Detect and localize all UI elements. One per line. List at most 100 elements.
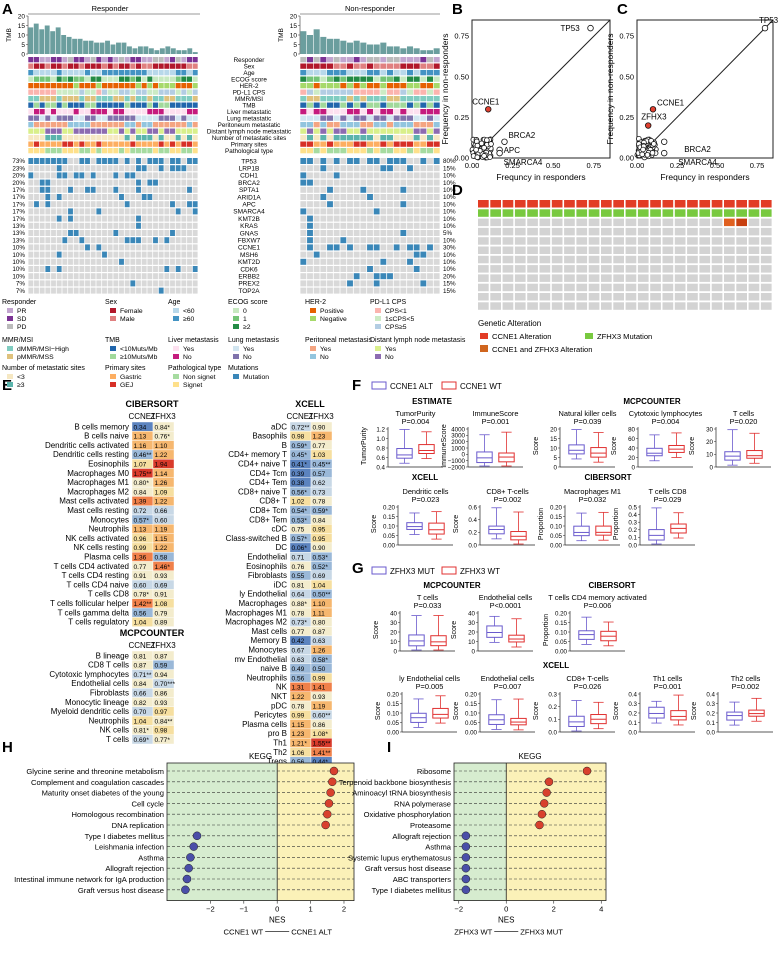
- clinical-cell: [413, 141, 420, 147]
- clinical-cell: [313, 128, 320, 134]
- mutation-cell: [427, 280, 433, 287]
- clinical-cell: [393, 115, 400, 121]
- alteration-cell: [674, 246, 686, 254]
- mutation-cell: [360, 186, 367, 193]
- clinical-cell: [360, 63, 367, 69]
- mutation-cell: [45, 208, 51, 215]
- boxplot-tick-label: 0.3: [628, 520, 637, 527]
- boxplot-tick-label: 0.2: [628, 710, 637, 717]
- mutation-cell: [130, 251, 136, 258]
- mutation-cell: [333, 186, 340, 193]
- mcpcounter-col1: CCNE1: [128, 641, 156, 650]
- mutation-cell: [380, 201, 387, 208]
- mutation-cell: [147, 208, 153, 215]
- clinical-cell: [84, 89, 91, 95]
- alteration-cell: [650, 218, 661, 227]
- gene-pct-left: 10%: [12, 252, 25, 259]
- clinical-cell: [333, 63, 340, 69]
- mutation-cell: [313, 172, 320, 179]
- mutation-cell: [170, 208, 175, 215]
- clinical-cell: [73, 102, 79, 108]
- alteration-cell: [490, 237, 501, 245]
- clinical-cell: [420, 63, 427, 69]
- clinical-cell: [340, 122, 347, 128]
- cibersort-value: 0.57*: [134, 517, 150, 524]
- gene-label: SMARCA4: [233, 209, 265, 216]
- kegg-tick-label: 4: [599, 905, 603, 914]
- mutation-cell: [164, 280, 170, 287]
- mutation-cell: [39, 273, 45, 280]
- boxplot-y-label: Score: [533, 702, 540, 720]
- mutation-cell: [158, 230, 164, 236]
- clinical-cell: [56, 115, 62, 121]
- mutation-cell: [433, 194, 440, 200]
- clinical-cell: [400, 128, 407, 134]
- clinical-cell: [164, 70, 170, 76]
- clinical-cell: [333, 83, 340, 89]
- clinical-cell: [90, 76, 96, 82]
- boxplot-tick-label: 0.00: [387, 729, 400, 736]
- alteration-cell: [662, 237, 674, 245]
- xcell-value: 1.15: [292, 722, 305, 729]
- xcell-value: 0.99: [292, 713, 305, 720]
- xcell-value: 1.31: [292, 685, 305, 692]
- y-tick-label: 0.25: [454, 113, 469, 122]
- clinical-cell: [420, 70, 427, 76]
- cibersort-col2: ZFHX3: [150, 412, 176, 421]
- clinical-cell: [164, 96, 170, 102]
- mutation-cell: [347, 222, 353, 229]
- clinical-cell: [393, 148, 400, 154]
- mutation-cell: [164, 208, 170, 215]
- clinical-cell: [107, 102, 113, 108]
- clinical-cell: [360, 83, 367, 89]
- clinical-cell: [192, 96, 198, 102]
- alteration-cell: [662, 255, 674, 264]
- mutation-cell: [113, 244, 119, 251]
- boxplot-tick-label: 80: [628, 426, 635, 433]
- mutation-cell: [147, 230, 153, 236]
- mutation-cell: [187, 244, 192, 251]
- clinical-cell: [420, 115, 427, 121]
- clinical-cell: [300, 135, 307, 141]
- clinical-cell: [406, 122, 414, 128]
- clinical-cell: [90, 89, 96, 95]
- alteration-cell: [478, 265, 489, 273]
- clinical-cell: [333, 148, 340, 154]
- mutation-cell: [102, 179, 107, 186]
- clinical-cell: [373, 115, 380, 121]
- alteration-cell: [613, 246, 624, 254]
- xcell-value: 1.21*: [292, 741, 308, 748]
- kegg-x-label: NES: [269, 916, 285, 925]
- legend-path-swatch: [173, 382, 179, 387]
- mutation-cell: [113, 287, 119, 294]
- gene-label: CCNE1: [238, 245, 260, 252]
- clinical-cell: [413, 115, 420, 121]
- clinical-cell: [90, 57, 96, 63]
- clinical-cell: [56, 76, 62, 82]
- clinical-cell: [181, 102, 187, 108]
- clinical-cell: [326, 57, 334, 63]
- alteration-cell: [650, 283, 661, 292]
- mutation-cell: [407, 280, 413, 287]
- boxplot-box: [418, 444, 435, 455]
- mutation-cell: [141, 186, 147, 193]
- clinical-cell: [346, 63, 354, 69]
- clinical-cell: [84, 96, 91, 102]
- clinical-cell: [175, 122, 181, 128]
- clinical-cell: [373, 63, 380, 69]
- mutation-cell: [307, 165, 313, 172]
- alteration-cell: [687, 293, 698, 301]
- mutation-cell: [28, 194, 34, 200]
- boxplot-tick-label: 30: [468, 620, 475, 627]
- clinical-cell: [135, 102, 142, 108]
- mutation-cell: [181, 179, 187, 186]
- mutation-cell: [102, 172, 107, 179]
- clinical-cell: [380, 57, 387, 63]
- clinical-cell: [175, 115, 181, 121]
- gene-pct-right: 15%: [443, 165, 456, 172]
- clinical-cell: [96, 96, 102, 102]
- clinical-cell: [393, 122, 400, 128]
- mutation-cell: [34, 222, 39, 229]
- clinical-cell: [130, 148, 136, 154]
- tmb-bar: [380, 42, 387, 54]
